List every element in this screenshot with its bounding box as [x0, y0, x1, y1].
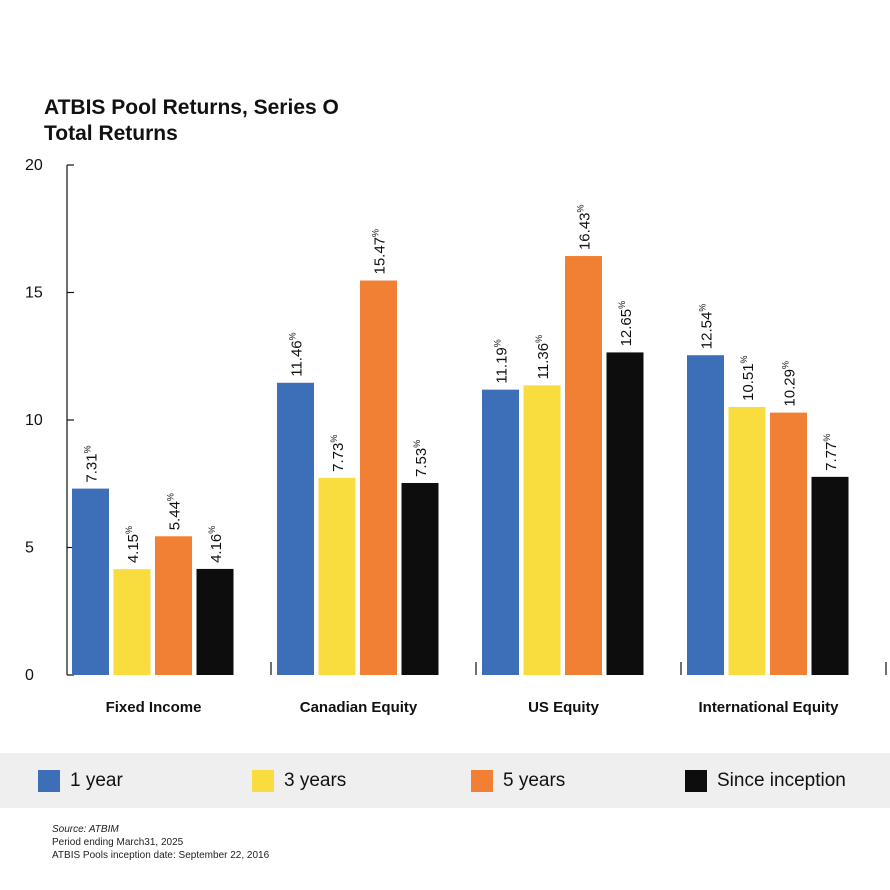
bar-canadian-equity-5-years [360, 280, 397, 675]
legend-label-5-years: 5 years [503, 770, 566, 791]
chart-title: ATBIS Pool Returns, Series O Total Retur… [44, 95, 339, 147]
percent-suffix: % [207, 526, 217, 534]
bar-fixed-income-1-year [72, 488, 109, 675]
value-label-fixed-income-3-years: 4.15% [124, 526, 142, 563]
legend: 1 year 3 years 5 years Since inception [0, 753, 890, 808]
value-label-international-equity-since-inception: 7.77% [822, 434, 840, 471]
percent-suffix: % [534, 335, 544, 343]
value-label-us-equity-5-years: 16.43% [576, 204, 594, 250]
bar-fixed-income-5-years [155, 536, 192, 675]
percent-suffix: % [739, 355, 749, 363]
value-label-canadian-equity-since-inception: 7.53% [412, 440, 430, 477]
value-label-canadian-equity-3-years: 7.73% [329, 435, 347, 472]
chart-title-line-2: Total Returns [44, 122, 178, 145]
legend-swatch-5-years [471, 770, 493, 792]
percent-suffix: % [576, 204, 586, 212]
source-notes: Source: ATBIM Period ending March31, 202… [52, 823, 269, 862]
source-line: Source: ATBIM [52, 824, 119, 835]
bar-fixed-income-3-years [113, 569, 151, 675]
bar-us-equity-since-inception [606, 352, 644, 675]
legend-item-since-inception: Since inception [685, 769, 846, 793]
percent-suffix: % [166, 493, 176, 501]
legend-item-3-years: 3 years [252, 769, 346, 793]
y-tick-label-20: 20 [25, 157, 43, 174]
inception-line: ATBIS Pools inception date: September 22… [52, 850, 270, 861]
percent-suffix: % [412, 440, 422, 448]
value-label-fixed-income-1-year: 7.31% [83, 445, 101, 482]
value-label-international-equity-3-years: 10.51% [739, 355, 757, 401]
legend-label-1-year: 1 year [70, 770, 123, 791]
percent-suffix: % [371, 229, 381, 237]
y-tick-label-5: 5 [25, 540, 34, 557]
legend-swatch-since-inception [685, 770, 707, 792]
percent-suffix: % [288, 332, 298, 340]
value-label-us-equity-1-year: 11.19% [493, 339, 511, 383]
bar-chart: 0 5 10 15 20 7.31% 4.15% 5.44% 4.16% Fixed Income… [25, 157, 887, 716]
y-tick-label-0: 0 [25, 667, 34, 684]
bar-us-equity-3-years [523, 385, 561, 675]
bar-fixed-income-since-inception [196, 568, 234, 675]
legend-swatch-3-years [252, 770, 274, 792]
y-tick-label-15: 15 [25, 285, 43, 302]
y-tick-label-10: 10 [25, 412, 43, 429]
x-tick-label-international-equity: International Equity [698, 699, 839, 716]
legend-label-since-inception: Since inception [717, 770, 846, 791]
x-tick-label-fixed-income: Fixed Income [106, 699, 202, 716]
percent-suffix: % [124, 526, 134, 534]
bar-international-equity-3-years [728, 406, 766, 675]
value-label-us-equity-since-inception: 12.65% [617, 301, 635, 347]
legend-item-1-year: 1 year [38, 769, 123, 793]
value-label-international-equity-1-year: 12.54% [698, 304, 716, 350]
bar-international-equity-since-inception [811, 476, 849, 675]
percent-suffix: % [781, 361, 791, 369]
value-label-canadian-equity-5-years: 15.47% [371, 229, 389, 275]
chart-title-line-1: ATBIS Pool Returns, Series O [44, 96, 339, 119]
bar-us-equity-5-years [565, 256, 602, 675]
percent-suffix: % [329, 435, 339, 443]
value-label-international-equity-5-years: 10.29% [781, 361, 799, 407]
value-label-fixed-income-since-inception: 4.16% [207, 526, 225, 563]
bar-us-equity-1-year [482, 389, 519, 675]
bar-international-equity-1-year [687, 355, 724, 675]
percent-suffix: % [698, 304, 708, 312]
x-tick-label-canadian-equity: Canadian Equity [300, 699, 418, 716]
percent-suffix: % [493, 339, 503, 347]
legend-swatch-1-year [38, 770, 60, 792]
value-label-canadian-equity-1-year: 11.46% [288, 332, 306, 376]
legend-item-5-years: 5 years [471, 769, 565, 793]
period-line: Period ending March31, 2025 [52, 837, 184, 848]
bar-canadian-equity-3-years [318, 477, 356, 675]
percent-suffix: % [822, 434, 832, 442]
bar-international-equity-5-years [770, 412, 807, 675]
legend-label-3-years: 3 years [284, 770, 347, 791]
percent-suffix: % [617, 301, 627, 309]
value-label-us-equity-3-years: 11.36% [534, 335, 552, 379]
x-tick-label-us-equity: US Equity [528, 699, 599, 716]
value-label-fixed-income-5-years: 5.44% [166, 493, 184, 530]
percent-suffix: % [83, 445, 93, 453]
bar-canadian-equity-since-inception [401, 482, 439, 675]
bar-canadian-equity-1-year [277, 382, 314, 675]
